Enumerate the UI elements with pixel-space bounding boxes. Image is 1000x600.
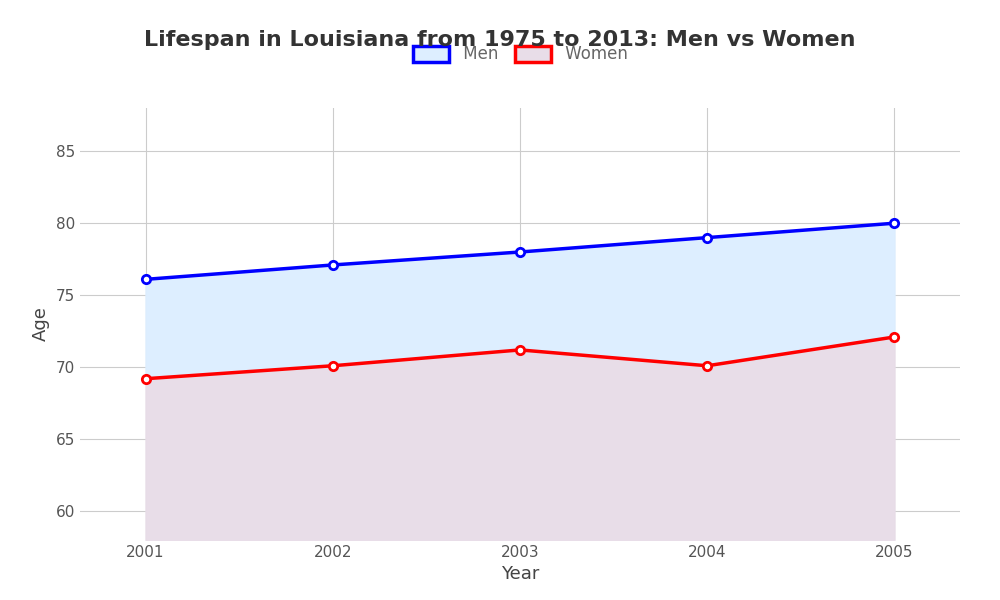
Text: Lifespan in Louisiana from 1975 to 2013: Men vs Women: Lifespan in Louisiana from 1975 to 2013:…	[144, 30, 856, 50]
Legend:  Men,  Women: Men, Women	[406, 38, 634, 70]
Y-axis label: Age: Age	[32, 307, 50, 341]
X-axis label: Year: Year	[501, 565, 539, 583]
